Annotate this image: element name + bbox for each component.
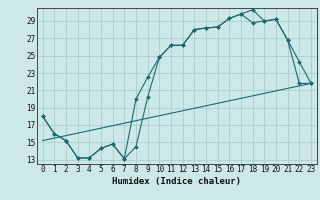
X-axis label: Humidex (Indice chaleur): Humidex (Indice chaleur) (112, 177, 241, 186)
